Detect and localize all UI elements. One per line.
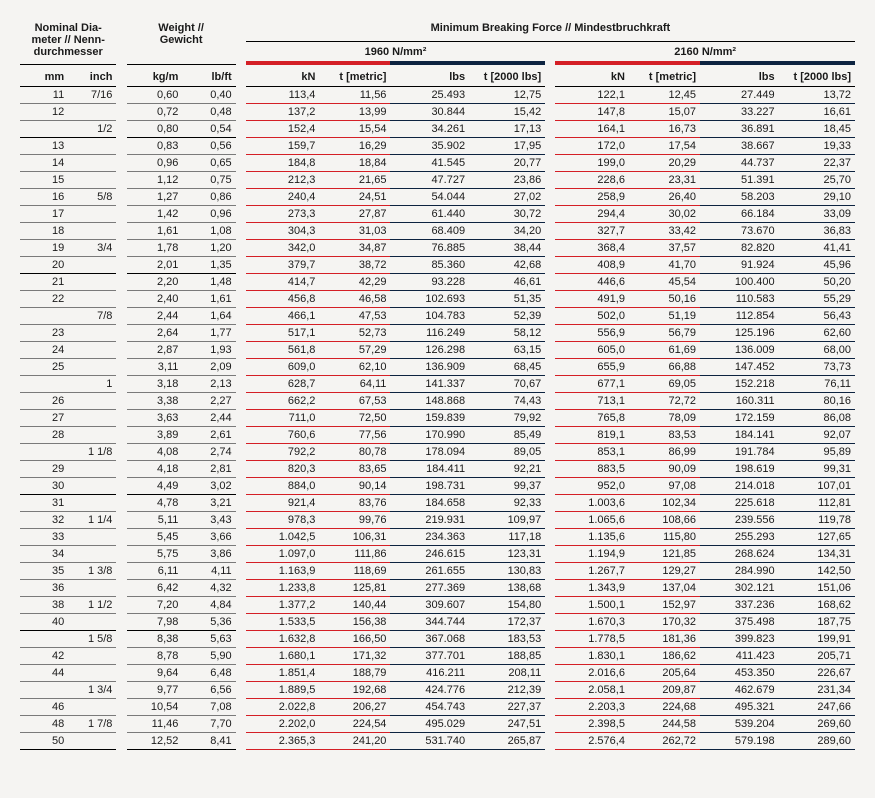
- data-row: 345,753,861.097,0111,86246.615123,311.19…: [20, 546, 855, 563]
- data-row: 117/160,600,40113,411,5625.49312,75122,1…: [20, 87, 855, 104]
- rope-spec-table: { "headers": { "nominal": "Nominal Dia-\…: [20, 20, 855, 750]
- data-row: 242,871,93561,857,29126.29863,15605,061,…: [20, 342, 855, 359]
- data-row: 130,830,56159,716,2935.90217,95172,017,5…: [20, 138, 855, 155]
- data-row: 181,611,08304,331,0368.40934,20327,733,4…: [20, 223, 855, 240]
- data-row: 481 7/811,467,702.202,0224,54495.029247,…: [20, 716, 855, 733]
- data-row: 171,420,96273,327,8761.44030,72294,430,0…: [20, 206, 855, 223]
- data-row: 222,401,61456,846,58102.69351,35491,950,…: [20, 291, 855, 308]
- data-row: 212,201,48414,742,2993.22846,61446,645,5…: [20, 274, 855, 291]
- data-row: 5012,528,412.365,3241,20531.740265,872.5…: [20, 733, 855, 750]
- data-row: 407,985,361.533,5156,38344.744172,371.67…: [20, 614, 855, 631]
- hdr-nominal: Nominal Dia- meter // Nenn- durchmesser: [20, 20, 116, 65]
- data-row: 140,960,65184,818,8441.54520,77199,020,2…: [20, 155, 855, 172]
- data-row: 1/20,800,54152,415,5434.26117,13164,116,…: [20, 121, 855, 138]
- data-row: 304,493,02884,090,14198.73199,37952,097,…: [20, 478, 855, 495]
- spec-table: Nominal Dia- meter // Nenn- durchmesser …: [20, 20, 855, 750]
- data-row: 7/82,441,64466,147,53104.78352,39502,051…: [20, 308, 855, 325]
- data-row: 263,382,27662,267,53148.86874,43713,172,…: [20, 393, 855, 410]
- data-row: 4610,547,082.022,8206,27454.743227,372.2…: [20, 699, 855, 716]
- data-row: 321 1/45,113,43978,399,76219.931109,971.…: [20, 512, 855, 529]
- data-row: 165/81,270,86240,424,5154.04427,02258,92…: [20, 189, 855, 206]
- data-row: 253,112,09609,062,10136.90968,45655,966,…: [20, 359, 855, 376]
- data-row: 381 1/27,204,841.377,2140,44309.607154,8…: [20, 597, 855, 614]
- data-row: 232,641,77517,152,73116.24958,12556,956,…: [20, 325, 855, 342]
- data-row: 151,120,75212,321,6547.72723,86228,623,3…: [20, 172, 855, 189]
- unit-row: mm inch kg/m lb/ft kN t [metric] lbs t […: [20, 65, 855, 87]
- hdr-mbf: Minimum Breaking Force // Mindestbruchkr…: [246, 20, 855, 41]
- data-row: 335,453,661.042,5106,31234.363117,181.13…: [20, 529, 855, 546]
- hdr-grade-1960: 1960 N/mm²: [246, 41, 545, 60]
- data-row: 1 5/88,385,631.632,8166,50367.068183,531…: [20, 631, 855, 648]
- data-row: 273,632,44711,072,50159.83979,92765,878,…: [20, 410, 855, 427]
- data-row: 314,783,21921,483,76184.65892,331.003,61…: [20, 495, 855, 512]
- data-row: 1 3/49,776,561.889,5192,68424.776212,392…: [20, 682, 855, 699]
- data-row: 428,785,901.680,1171,32377.701188,851.83…: [20, 648, 855, 665]
- hdr-weight: Weight // Gewicht: [127, 20, 236, 65]
- data-row: 294,182,81820,383,65184.41192,21883,590,…: [20, 461, 855, 478]
- data-row: 193/41,781,20342,034,8776.88538,44368,43…: [20, 240, 855, 257]
- data-row: 283,892,61760,677,56170.99085,49819,183,…: [20, 427, 855, 444]
- data-row: 120,720,48137,213,9930.84415,42147,815,0…: [20, 104, 855, 121]
- data-row: 366,424,321.233,8125,81277.369138,681.34…: [20, 580, 855, 597]
- data-row: 202,011,35379,738,7285.36042,68408,941,7…: [20, 257, 855, 274]
- data-row: 351 3/86,114,111.163,9118,69261.655130,8…: [20, 563, 855, 580]
- data-row: 13,182,13628,764,11141.33770,67677,169,0…: [20, 376, 855, 393]
- hdr-grade-2160: 2160 N/mm²: [555, 41, 855, 60]
- data-row: 449,646,481.851,4188,79416.211208,112.01…: [20, 665, 855, 682]
- data-row: 1 1/84,082,74792,280,78178.09489,05853,1…: [20, 444, 855, 461]
